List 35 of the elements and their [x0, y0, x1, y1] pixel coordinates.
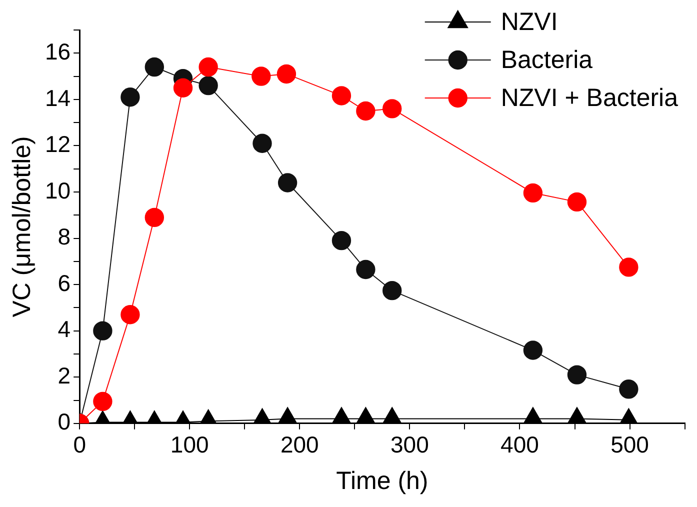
legend-label: Bacteria: [500, 46, 593, 74]
legend-label: NZVI + Bacteria: [500, 84, 678, 112]
y-tick-label: 14: [44, 84, 71, 111]
y-tick-label: 4: [58, 316, 71, 342]
point: [120, 88, 140, 107]
y-tick-label: 2: [58, 362, 71, 388]
point: [144, 57, 164, 77]
x-tick-label: 300: [390, 432, 429, 458]
y-tick-label: 0: [58, 408, 71, 435]
x-tick-label: 500: [610, 432, 649, 458]
y-tick-label: 16: [44, 38, 71, 64]
point: [198, 76, 218, 96]
y-tick-label: 6: [58, 270, 71, 296]
point: [278, 173, 298, 192]
point: [332, 230, 352, 250]
point: [567, 192, 587, 212]
point: [523, 183, 543, 203]
point: [332, 86, 352, 106]
y-tick-label: 10: [44, 177, 71, 204]
legend-label: NZVI: [500, 8, 558, 36]
x-axis-title: Time (h): [336, 466, 428, 495]
point: [198, 57, 218, 77]
y-tick-label: 12: [44, 131, 71, 158]
point: [382, 99, 402, 118]
x-tick-label: 100: [170, 432, 209, 458]
point: [144, 208, 164, 228]
point: [356, 101, 376, 121]
x-tick-label: 400: [500, 432, 539, 458]
point: [252, 134, 272, 153]
x-tick-label: 200: [280, 432, 319, 458]
point: [173, 78, 193, 98]
y-axis-title: VC (μmol/bottle): [8, 136, 36, 318]
point: [276, 64, 296, 84]
point: [252, 66, 271, 86]
y-tick-label: 8: [58, 224, 71, 250]
